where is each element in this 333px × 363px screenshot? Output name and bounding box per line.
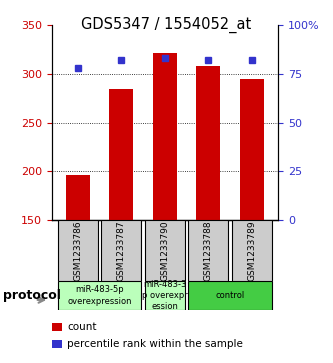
- Text: miR-483-5p
overexpression: miR-483-5p overexpression: [67, 285, 132, 306]
- Bar: [153, 53, 177, 220]
- Text: miR-483-3
p overexpr
ession: miR-483-3 p overexpr ession: [142, 280, 188, 311]
- Text: GSM1233788: GSM1233788: [204, 220, 213, 281]
- Bar: [58, 281, 141, 310]
- Text: count: count: [67, 322, 97, 333]
- Bar: [101, 220, 141, 281]
- Text: GSM1233789: GSM1233789: [247, 220, 256, 281]
- Text: control: control: [215, 291, 245, 300]
- Bar: [188, 281, 272, 310]
- Text: GSM1233786: GSM1233786: [73, 220, 82, 281]
- Bar: [58, 220, 98, 281]
- Bar: [240, 79, 264, 220]
- Bar: [66, 175, 90, 220]
- Bar: [145, 220, 185, 281]
- Bar: [109, 89, 133, 220]
- Text: GSM1233790: GSM1233790: [160, 220, 169, 281]
- Bar: [196, 66, 220, 220]
- Text: percentile rank within the sample: percentile rank within the sample: [67, 339, 243, 349]
- Bar: [145, 281, 185, 310]
- Text: GSM1233787: GSM1233787: [117, 220, 126, 281]
- Text: GDS5347 / 1554052_at: GDS5347 / 1554052_at: [81, 16, 252, 33]
- Bar: [232, 220, 272, 281]
- Text: protocol: protocol: [3, 289, 61, 302]
- Bar: [188, 220, 228, 281]
